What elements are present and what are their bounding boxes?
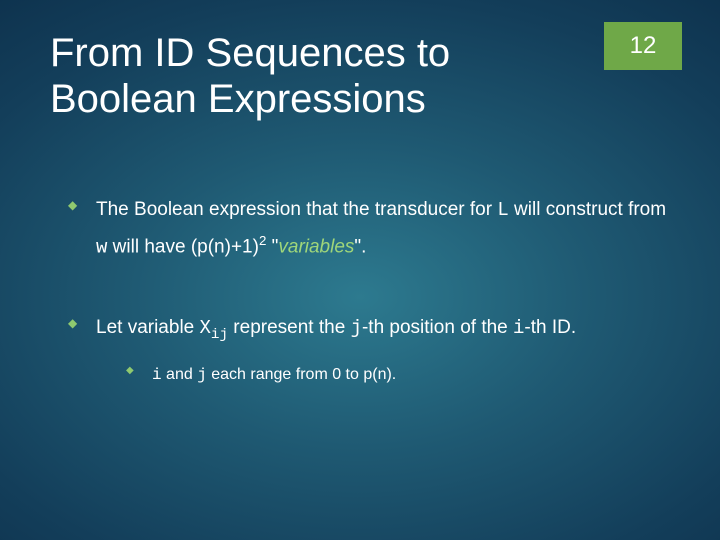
b2-mid2: -th position of the	[362, 317, 513, 338]
b2-X: X	[200, 317, 211, 339]
page-number-badge: 12	[604, 22, 682, 70]
b1-w: w	[96, 236, 107, 258]
b2-pre: Let variable	[96, 317, 200, 338]
s1-j: j	[197, 366, 207, 384]
b2-mid3: -th ID.	[524, 317, 576, 338]
s1-and: and	[162, 366, 198, 383]
sub-bullet-1: i and j each range from 0 to p(n).	[126, 362, 670, 389]
s1-i: i	[152, 366, 162, 384]
b1-formula: (p(n)+1)	[191, 236, 259, 257]
b1-mid1: will construct from	[509, 199, 666, 220]
b1-quote-open: "	[266, 236, 278, 257]
bullet-2: Let variable Xij represent the j-th posi…	[68, 310, 670, 389]
bullet-list: The Boolean expression that the transduc…	[50, 192, 670, 389]
b1-variables: variables	[278, 236, 354, 257]
b1-mid2: will have	[107, 236, 190, 257]
b1-quote-close: ".	[354, 236, 366, 257]
page-number: 12	[630, 32, 657, 60]
s1-tail: each range from 0 to p(n).	[207, 366, 396, 383]
slide: 12 From ID Sequences to Boolean Expressi…	[0, 0, 720, 540]
slide-title: From ID Sequences to Boolean Expressions	[50, 30, 570, 122]
sub-bullet-list: i and j each range from 0 to p(n).	[96, 362, 670, 389]
b1-text-pre: The Boolean expression that the transduc…	[96, 199, 497, 220]
b1-L: L	[497, 199, 508, 221]
bullet-1: The Boolean expression that the transduc…	[68, 192, 670, 266]
b2-ij: ij	[211, 326, 228, 342]
b2-j: j	[351, 317, 362, 339]
b2-mid1: represent the	[228, 317, 351, 338]
b2-i: i	[513, 317, 524, 339]
